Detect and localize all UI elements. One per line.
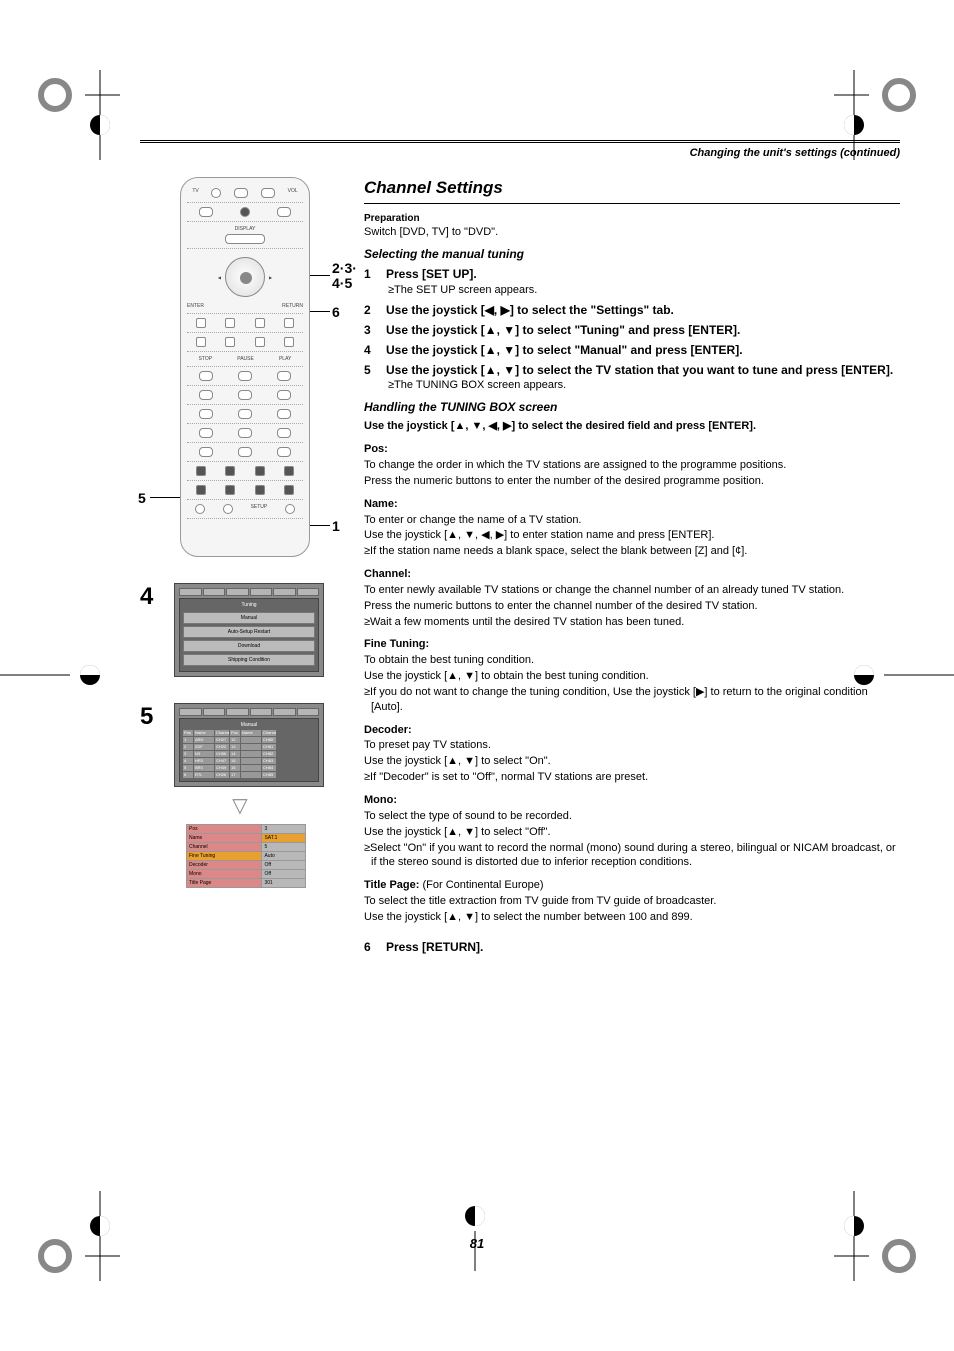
step-number: 3 xyxy=(364,322,376,338)
titlepage-suffix: (For Continental Europe) xyxy=(419,879,543,891)
body-text: Use the joystick [▲, ▼] to select the nu… xyxy=(364,910,900,925)
remote-pause-label: PAUSE xyxy=(237,356,254,362)
figure5-grid: PosNameChannelPosNameChannel 1ARDCH2712C… xyxy=(183,730,315,778)
step-text: Use the joystick [▲, ▼] to select "Manua… xyxy=(386,342,900,358)
figures-column: TV VOL DISPLAY ◀ xyxy=(140,177,340,959)
crop-mark-left xyxy=(0,660,110,690)
step6-list: 6 Press [RETURN]. xyxy=(364,939,900,955)
pos-label: Pos: xyxy=(364,442,900,457)
body-text: Use the joystick [▲, ▼] to obtain the be… xyxy=(364,669,900,684)
callout-1: 1 xyxy=(332,518,340,534)
figure4-item: Shipping Condition xyxy=(183,654,315,666)
bullet-text: ≥Select "On" if you want to record the n… xyxy=(364,841,900,871)
remote-setup-label: SETUP xyxy=(251,504,268,514)
body-text: To select the type of sound to be record… xyxy=(364,809,900,824)
callout-5: 5 xyxy=(138,490,146,506)
figure-4-number: 4 xyxy=(140,583,168,611)
step-text: Use the joystick [▲, ▼] to select "Tunin… xyxy=(386,322,900,338)
joystick-icon xyxy=(225,257,265,297)
name-label: Name: xyxy=(364,497,900,512)
callout-line xyxy=(310,275,330,276)
body-text: Use the joystick [▲, ▼] to select "On". xyxy=(364,754,900,769)
step-number: 4 xyxy=(364,342,376,358)
figure-5: 5 Manual PosNameChannelPosNameChannel 1A… xyxy=(140,703,340,787)
down-arrow-icon: ▽ xyxy=(140,793,340,818)
body-text: To preset pay TV stations. xyxy=(364,738,900,753)
remote-return-label: RETURN xyxy=(282,303,303,309)
remote-illustration: TV VOL DISPLAY ◀ xyxy=(180,177,310,557)
step-sub: ≥The TUNING BOX screen appears. xyxy=(386,378,900,393)
body-text: To change the order in which the TV stat… xyxy=(364,458,900,473)
figure5-title: Manual xyxy=(183,722,315,728)
body-text: To enter or change the name of a TV stat… xyxy=(364,513,900,528)
body-text: To obtain the best tuning condition. xyxy=(364,653,900,668)
callout-line xyxy=(310,311,330,312)
preparation-text: Switch [DVD, TV] to "DVD". xyxy=(364,225,900,240)
bullet-text: ≥Wait a few moments until the desired TV… xyxy=(364,615,900,630)
figure4-title: Tuning xyxy=(183,602,315,608)
header-rule xyxy=(140,140,900,143)
callout-line xyxy=(150,497,180,498)
steps-list: 1 Press [SET UP]. ≥The SET UP screen app… xyxy=(364,266,900,393)
callout-6: 6 xyxy=(332,304,340,320)
mono-label: Mono: xyxy=(364,793,900,808)
step-sub: ≥The SET UP screen appears. xyxy=(386,283,900,298)
remote-vol-label: VOL xyxy=(288,188,298,198)
bullet-text: ≥If "Decoder" is set to "Off", normal TV… xyxy=(364,770,900,785)
body-text: To select the title extraction from TV g… xyxy=(364,894,900,909)
callout-2345: 2·3· 4·5 xyxy=(332,261,357,292)
body-text: To enter newly available TV stations or … xyxy=(364,583,900,598)
callout-line xyxy=(310,525,330,526)
body-text: Use the joystick [▲, ▼] to select "Off". xyxy=(364,825,900,840)
step-number: 2 xyxy=(364,302,376,318)
step-text: Press [SET UP]. xyxy=(386,266,900,282)
step-number: 1 xyxy=(364,266,376,297)
remote-stop-label: STOP xyxy=(199,356,213,362)
channel-label: Channel: xyxy=(364,567,900,582)
figure4-item: Download xyxy=(183,640,315,652)
remote-tv-label: TV xyxy=(192,188,198,198)
text-column: Channel Settings Preparation Switch [DVD… xyxy=(364,177,900,959)
tuning-hint: Use the joystick [▲, ▼, ◀, ▶] to select … xyxy=(364,419,900,434)
bullet-text: ≥If the station name needs a blank space… xyxy=(364,544,900,559)
tuning-box-figure: Pos3 NameSAT.1 Channel5 Fine TuningAuto … xyxy=(186,824,306,888)
fine-label: Fine Tuning: xyxy=(364,637,900,652)
figure-5-number: 5 xyxy=(140,703,168,731)
tuning-heading: Handling the TUNING BOX screen xyxy=(364,399,900,415)
body-text: Press the numeric buttons to enter the n… xyxy=(364,474,900,489)
preparation-label: Preparation xyxy=(364,212,900,226)
decoder-label: Decoder: xyxy=(364,723,900,738)
remote-enter-label: ENTER xyxy=(187,303,204,309)
body-text: Use the joystick [▲, ▼, ◀, ▶] to enter s… xyxy=(364,528,900,543)
breadcrumb: Changing the unit's settings (continued) xyxy=(140,147,900,159)
page-number: 81 xyxy=(0,1236,954,1251)
titlepage-label: Title Page: xyxy=(364,879,419,891)
step-text: Press [RETURN]. xyxy=(386,939,900,955)
figure4-item: Manual xyxy=(183,612,315,624)
bullet-text: ≥If you do not want to change the tuning… xyxy=(364,685,900,715)
step-text: Use the joystick [▲, ▼] to select the TV… xyxy=(386,362,900,378)
remote-display-label: DISPLAY xyxy=(187,226,303,232)
figure4-item: Auto-Setup Restart xyxy=(183,626,315,638)
body-text: Press the numeric buttons to enter the c… xyxy=(364,599,900,614)
step-number: 6 xyxy=(364,939,376,955)
step-text: Use the joystick [◀, ▶] to select the "S… xyxy=(386,302,900,318)
step-number: 5 xyxy=(364,362,376,393)
figure-4: 4 Tuning Manual Auto-Setup Restart Downl… xyxy=(140,583,340,677)
remote-play-label: PLAY xyxy=(279,356,291,362)
crop-mark-tl xyxy=(30,70,120,160)
selecting-heading: Selecting the manual tuning xyxy=(364,246,900,262)
page-title: Channel Settings xyxy=(364,177,900,204)
